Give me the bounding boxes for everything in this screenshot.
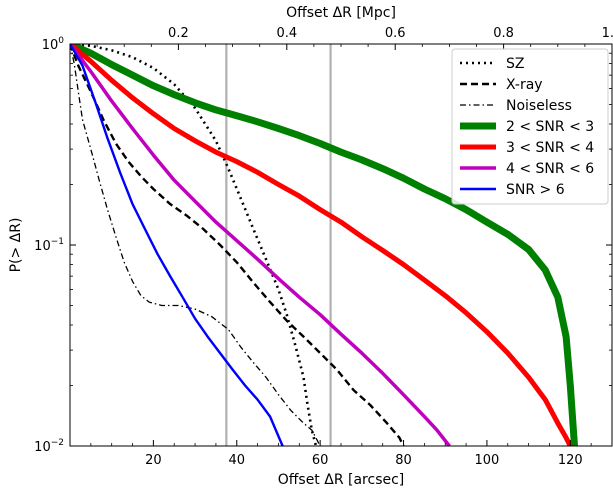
legend-label-3: 2 < SNR < 3 xyxy=(506,119,594,135)
x-axis-label: Offset ΔR [arcsec] xyxy=(278,472,405,488)
x2-tick-label-4: 1.0 xyxy=(602,26,613,41)
x-tick-label-5: 120 xyxy=(558,453,583,468)
x-tick-label-1: 40 xyxy=(228,453,245,468)
legend-label-6: SNR > 6 xyxy=(506,182,565,198)
series-line-0 xyxy=(70,44,318,446)
series-lines xyxy=(70,44,578,446)
legend-label-5: 4 < SNR < 6 xyxy=(506,161,594,177)
series-line-3 xyxy=(70,44,578,446)
x2-tick-label-2: 0.6 xyxy=(385,26,406,41)
axis-ticks: 20 40 60 80 100 120 0.2 0.4 0.6 0.8 1.0 100 10−1 10−2 xyxy=(34,26,613,468)
series-line-2 xyxy=(70,44,321,446)
legend-label-2: Noiseless xyxy=(506,98,572,114)
legend-box xyxy=(451,48,609,205)
y-axis-label: P(> ΔR) xyxy=(8,218,24,273)
y-tick-label-1: 10−1 xyxy=(34,237,64,254)
legend-label-4: 3 < SNR < 4 xyxy=(506,140,594,156)
y-tick-label-2: 10−2 xyxy=(34,438,64,455)
series-line-4 xyxy=(70,44,573,446)
y-tick-label-0: 100 xyxy=(42,36,65,53)
x-tick-label-4: 100 xyxy=(475,453,500,468)
series-line-1 xyxy=(70,44,405,446)
x2-axis-label: Offset ΔR [Mpc] xyxy=(286,5,396,21)
legend: SZ X-ray Noiseless 2 < SNR < 3 3 < SNR < 4 4 … xyxy=(451,48,609,205)
x-tick-label-2: 60 xyxy=(312,453,329,468)
x-tick-label-0: 20 xyxy=(145,453,162,468)
x2-tick-label-0: 0.2 xyxy=(168,26,189,41)
legend-label-0: SZ xyxy=(506,56,524,72)
series-line-6 xyxy=(70,44,284,446)
legend-label-1: X-ray xyxy=(506,77,543,93)
x-tick-label-3: 80 xyxy=(395,453,412,468)
x2-tick-label-3: 0.8 xyxy=(493,26,514,41)
x2-tick-label-1: 0.4 xyxy=(276,26,297,41)
series-line-5 xyxy=(70,44,451,446)
